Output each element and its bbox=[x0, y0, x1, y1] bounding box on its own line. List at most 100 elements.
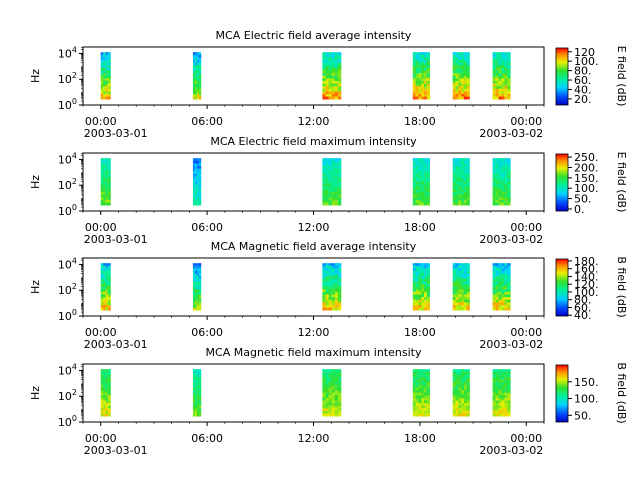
data-cell bbox=[331, 268, 336, 272]
data-cell bbox=[331, 166, 336, 169]
data-cell bbox=[501, 271, 505, 274]
data-cell bbox=[412, 297, 416, 301]
data-cell bbox=[103, 186, 106, 190]
data-cell bbox=[498, 379, 502, 383]
data-cell bbox=[328, 83, 332, 87]
data-cell bbox=[103, 374, 106, 378]
data-cell bbox=[466, 268, 470, 272]
data-cell bbox=[466, 199, 470, 203]
data-cell bbox=[418, 299, 422, 303]
data-cell bbox=[495, 163, 499, 167]
data-cell bbox=[198, 73, 202, 76]
data-cell bbox=[415, 194, 419, 198]
data-cell bbox=[504, 91, 508, 95]
data-cell bbox=[466, 67, 470, 71]
data-cell bbox=[194, 403, 198, 407]
data-cell bbox=[322, 268, 326, 272]
data-cell bbox=[466, 93, 470, 97]
data-cell bbox=[108, 166, 111, 169]
data-cell bbox=[424, 289, 428, 293]
data-cell bbox=[458, 52, 462, 56]
data-cell bbox=[421, 86, 425, 90]
data-cell bbox=[501, 395, 505, 399]
data-cell bbox=[322, 400, 326, 404]
data-cell bbox=[424, 276, 428, 280]
data-cell bbox=[412, 392, 416, 396]
data-cell bbox=[337, 291, 342, 295]
data-cell bbox=[495, 194, 499, 198]
data-cell bbox=[463, 294, 468, 298]
data-cell bbox=[325, 387, 329, 391]
data-cell bbox=[507, 410, 511, 414]
data-cell bbox=[334, 73, 339, 76]
data-cell bbox=[331, 384, 336, 388]
data-cell bbox=[194, 168, 198, 172]
data-cell bbox=[504, 382, 508, 386]
data-cell bbox=[504, 265, 508, 269]
data-cell bbox=[507, 371, 511, 375]
data-cell bbox=[424, 273, 428, 277]
data-cell bbox=[328, 163, 332, 167]
data-cell bbox=[492, 395, 496, 399]
data-cell bbox=[452, 73, 456, 76]
data-cell bbox=[466, 397, 470, 401]
data-cell bbox=[325, 62, 329, 66]
data-cell bbox=[192, 284, 196, 287]
data-cell bbox=[507, 52, 511, 56]
data-cell bbox=[426, 179, 430, 182]
data-cell bbox=[108, 65, 111, 69]
data-cell bbox=[455, 379, 459, 383]
data-cell bbox=[100, 297, 104, 301]
x-date-end: 2003-03-02 bbox=[479, 338, 543, 351]
data-cell bbox=[495, 410, 499, 414]
data-cell bbox=[328, 286, 332, 290]
data-cell bbox=[108, 382, 111, 386]
data-cell bbox=[458, 289, 462, 293]
data-cell bbox=[337, 379, 342, 383]
data-cell bbox=[415, 184, 419, 188]
data-cell bbox=[498, 302, 502, 306]
data-cell bbox=[415, 289, 419, 293]
data-cell bbox=[100, 377, 104, 380]
data-cell bbox=[331, 160, 336, 164]
data-cell bbox=[507, 189, 511, 193]
data-cell bbox=[498, 86, 502, 90]
data-cell bbox=[194, 80, 198, 84]
data-cell bbox=[194, 297, 198, 301]
data-cell bbox=[424, 160, 428, 164]
data-cell bbox=[424, 284, 428, 287]
data-cell bbox=[463, 160, 468, 164]
data-cell bbox=[194, 189, 198, 193]
data-cell bbox=[463, 194, 468, 198]
data-cell bbox=[337, 166, 342, 169]
data-cell bbox=[421, 276, 425, 280]
data-cell bbox=[504, 171, 508, 175]
data-cell bbox=[418, 202, 422, 206]
data-cell bbox=[492, 271, 496, 274]
data-cell bbox=[415, 179, 419, 182]
data-cell bbox=[328, 75, 332, 79]
data-cell bbox=[418, 410, 422, 414]
data-cell bbox=[504, 197, 508, 201]
data-cell bbox=[452, 78, 456, 82]
data-cell bbox=[504, 392, 508, 396]
data-cell bbox=[452, 194, 456, 198]
data-pass bbox=[412, 369, 430, 417]
data-cell bbox=[194, 390, 198, 393]
data-cell bbox=[108, 52, 111, 56]
data-cell bbox=[421, 75, 425, 79]
data-cell bbox=[421, 192, 425, 196]
data-cell bbox=[466, 304, 470, 308]
data-cell bbox=[418, 86, 422, 90]
data-cell bbox=[325, 369, 329, 373]
data-cell bbox=[337, 263, 342, 267]
data-cell bbox=[452, 265, 456, 269]
data-cell bbox=[501, 397, 505, 401]
data-cell bbox=[458, 93, 462, 97]
data-cell bbox=[495, 96, 499, 100]
data-cell bbox=[492, 192, 496, 196]
data-cell bbox=[492, 371, 496, 375]
data-cell bbox=[334, 158, 339, 162]
data-cell bbox=[328, 268, 332, 272]
data-cell bbox=[466, 413, 470, 417]
